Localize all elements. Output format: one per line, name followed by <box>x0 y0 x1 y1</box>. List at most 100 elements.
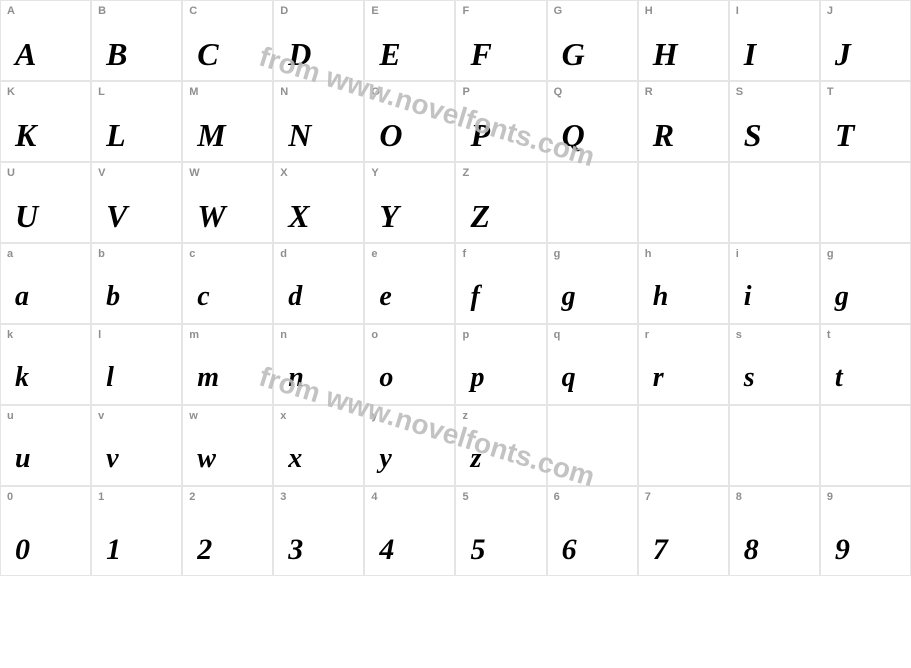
glyph-cell-glyph: I <box>744 38 756 70</box>
glyph-cell-glyph: v <box>106 445 118 473</box>
glyph-cell-label: X <box>280 167 287 179</box>
glyph-cell-label: Q <box>554 86 563 98</box>
glyph-cell-glyph: g <box>562 283 576 311</box>
glyph-cell-glyph: C <box>197 38 218 70</box>
glyph-cell <box>547 405 638 486</box>
glyph-cell: gg <box>820 243 911 324</box>
glyph-cell-glyph: N <box>288 119 311 151</box>
glyph-cell-glyph: y <box>379 445 391 473</box>
glyph-cell: HH <box>638 0 729 81</box>
glyph-cell-glyph: p <box>470 364 484 392</box>
glyph-cell-glyph: H <box>653 38 678 70</box>
glyph-cell: UU <box>0 162 91 243</box>
glyph-cell-label: 1 <box>98 491 104 503</box>
glyph-cell: DD <box>273 0 364 81</box>
glyph-cell-glyph: D <box>288 38 311 70</box>
glyph-cell-glyph: o <box>379 364 393 392</box>
glyph-cell-glyph: 9 <box>835 535 850 565</box>
glyph-cell: OO <box>364 81 455 162</box>
glyph-cell: xx <box>273 405 364 486</box>
glyph-grid-digits: 00112233445566778899 <box>0 486 911 576</box>
glyph-cell: YY <box>364 162 455 243</box>
glyph-cell: VV <box>91 162 182 243</box>
glyph-cell: cc <box>182 243 273 324</box>
glyph-cell: ll <box>91 324 182 405</box>
glyph-cell-label: R <box>645 86 653 98</box>
glyph-cell-glyph: x <box>288 445 302 473</box>
glyph-cell: rr <box>638 324 729 405</box>
glyph-cell-glyph: A <box>15 38 36 70</box>
glyph-cell-label: l <box>98 329 101 341</box>
glyph-cell-label: p <box>462 329 469 341</box>
glyph-cell: 33 <box>273 486 364 576</box>
glyph-cell <box>820 405 911 486</box>
glyph-cell-label: c <box>189 248 195 260</box>
glyph-grid-uppercase: AABBCCDDEEFFGGHHIIJJKKLLMMNNOOPPQQRRSSTT… <box>0 0 911 243</box>
glyph-cell-label: W <box>189 167 199 179</box>
glyph-cell: SS <box>729 81 820 162</box>
glyph-cell: EE <box>364 0 455 81</box>
glyph-cell-glyph: e <box>379 283 391 311</box>
glyph-cell-label: k <box>7 329 13 341</box>
glyph-cell: 99 <box>820 486 911 576</box>
glyph-cell-glyph: 5 <box>470 535 485 565</box>
glyph-cell: aa <box>0 243 91 324</box>
glyph-cell-label: y <box>371 410 377 422</box>
glyph-cell-glyph: L <box>106 119 126 151</box>
glyph-cell: II <box>729 0 820 81</box>
glyph-cell-label: m <box>189 329 199 341</box>
glyph-cell-label: v <box>98 410 104 422</box>
glyph-cell-glyph: S <box>744 119 762 151</box>
glyph-cell-label: f <box>462 248 466 260</box>
glyph-cell: oo <box>364 324 455 405</box>
glyph-cell: BB <box>91 0 182 81</box>
glyph-cell-glyph: a <box>15 283 29 311</box>
glyph-cell: KK <box>0 81 91 162</box>
glyph-cell: 11 <box>91 486 182 576</box>
glyph-cell-label: U <box>7 167 15 179</box>
glyph-cell: bb <box>91 243 182 324</box>
glyph-cell-label: z <box>462 410 468 422</box>
glyph-cell: TT <box>820 81 911 162</box>
glyph-cell-glyph: d <box>288 283 302 311</box>
glyph-cell: JJ <box>820 0 911 81</box>
glyph-cell: 88 <box>729 486 820 576</box>
glyph-cell-label: C <box>189 5 197 17</box>
glyph-cell <box>820 162 911 243</box>
glyph-cell: yy <box>364 405 455 486</box>
glyph-cell: gg <box>547 243 638 324</box>
glyph-cell-label: M <box>189 86 198 98</box>
glyph-cell-label: b <box>98 248 105 260</box>
glyph-cell-glyph: 0 <box>15 535 30 565</box>
glyph-cell-label: i <box>736 248 739 260</box>
glyph-cell: qq <box>547 324 638 405</box>
glyph-cell-glyph: 3 <box>288 535 303 565</box>
glyph-cell: ss <box>729 324 820 405</box>
glyph-grid-lowercase: aabbccddeeffgghhiiggkkllmmnnooppqqrrsstt… <box>0 243 911 486</box>
glyph-cell: FF <box>455 0 546 81</box>
glyph-cell-label: u <box>7 410 14 422</box>
glyph-cell-glyph: c <box>197 283 209 311</box>
glyph-cell-glyph: w <box>197 445 216 473</box>
glyph-cell-glyph: T <box>835 119 855 151</box>
glyph-cell-label: H <box>645 5 653 17</box>
glyph-cell <box>729 162 820 243</box>
glyph-cell-glyph: O <box>379 119 402 151</box>
glyph-cell-label: J <box>827 5 833 17</box>
glyph-cell-glyph: X <box>288 200 309 232</box>
glyph-cell: kk <box>0 324 91 405</box>
glyph-cell: hh <box>638 243 729 324</box>
glyph-cell-glyph: Q <box>562 119 585 151</box>
glyph-cell-glyph: u <box>15 445 31 473</box>
glyph-cell-label: N <box>280 86 288 98</box>
glyph-cell-glyph: r <box>653 364 664 392</box>
glyph-cell: 44 <box>364 486 455 576</box>
glyph-cell-label: K <box>7 86 15 98</box>
glyph-cell: CC <box>182 0 273 81</box>
glyph-cell: tt <box>820 324 911 405</box>
glyph-cell-label: Y <box>371 167 378 179</box>
glyph-cell: MM <box>182 81 273 162</box>
glyph-cell-glyph: W <box>197 200 225 232</box>
glyph-cell: dd <box>273 243 364 324</box>
glyph-cell-glyph: J <box>835 38 851 70</box>
